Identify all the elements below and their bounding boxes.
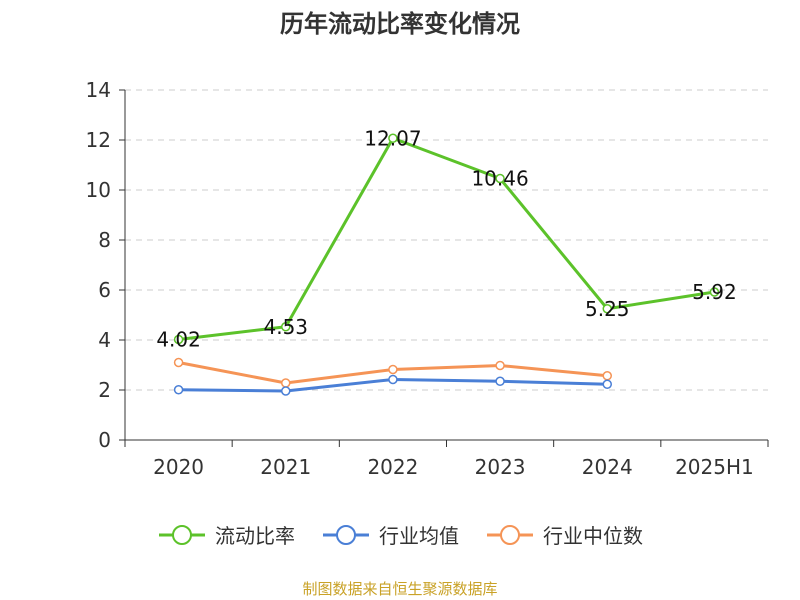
data-point — [281, 378, 291, 388]
data-point — [388, 364, 398, 375]
y-tick-label: 0 — [98, 428, 111, 452]
legend-item[interactable]: 行业均值 — [321, 520, 459, 549]
data-point — [173, 385, 184, 395]
legend-item[interactable]: 流动比率 — [157, 520, 295, 549]
y-tick-label: 6 — [98, 278, 111, 302]
axes: 0 2 4 6 8 10 12 14 2020 2021 2022 2023 2024 2025H1 — [86, 78, 769, 479]
data-point — [602, 371, 612, 381]
x-tick-label: 2024 — [582, 455, 633, 479]
data-point — [281, 386, 291, 396]
data-point — [173, 357, 184, 368]
data-point — [495, 376, 505, 386]
legend-label: 流动比率 — [215, 524, 295, 548]
data-point — [388, 133, 398, 143]
legend-label: 行业中位数 — [543, 524, 643, 548]
source-footer: 制图数据来自恒生聚源数据库 — [302, 580, 498, 598]
legend-swatch — [487, 524, 533, 545]
data-label: 4.53 — [263, 315, 308, 339]
y-tick-label: 4 — [98, 328, 111, 352]
y-tick-label: 12 — [86, 128, 111, 152]
grid-lines — [125, 89, 768, 391]
data-labels: 4.02 4.53 12.07 10.46 5.25 5.92 — [156, 126, 736, 351]
data-label: 5.92 — [692, 280, 737, 304]
y-tick-label: 2 — [98, 378, 111, 402]
data-point — [388, 374, 398, 385]
y-tick-label: 14 — [86, 78, 111, 102]
x-tick-label: 2020 — [153, 455, 204, 479]
data-point — [602, 379, 612, 389]
legend-swatch — [159, 524, 205, 545]
legend: 流动比率 行业均值 行业中位数 — [0, 520, 800, 549]
data-label: 10.46 — [471, 167, 528, 191]
series-line-0 — [178, 136, 715, 341]
data-point — [281, 322, 291, 332]
data-label: 5.25 — [585, 297, 630, 321]
data-point — [173, 334, 184, 345]
data-point — [495, 360, 505, 371]
x-tick-label: 2025H1 — [675, 455, 754, 479]
legend-swatch — [323, 524, 369, 545]
data-point — [709, 287, 720, 297]
x-tick-label: 2022 — [367, 455, 418, 479]
y-tick-label: 8 — [98, 228, 111, 252]
data-label: 12.07 — [364, 126, 421, 150]
chart-title: 历年流动比率变化情况 — [280, 10, 520, 38]
legend-label: 行业均值 — [379, 524, 459, 548]
series-lines — [173, 133, 720, 396]
data-point — [602, 304, 612, 314]
x-tick-label: 2023 — [475, 455, 526, 479]
data-point — [495, 173, 505, 184]
y-tick-label: 10 — [86, 178, 111, 202]
legend-item[interactable]: 行业中位数 — [485, 520, 643, 549]
data-label: 4.02 — [156, 328, 201, 352]
x-tick-label: 2021 — [260, 455, 311, 479]
